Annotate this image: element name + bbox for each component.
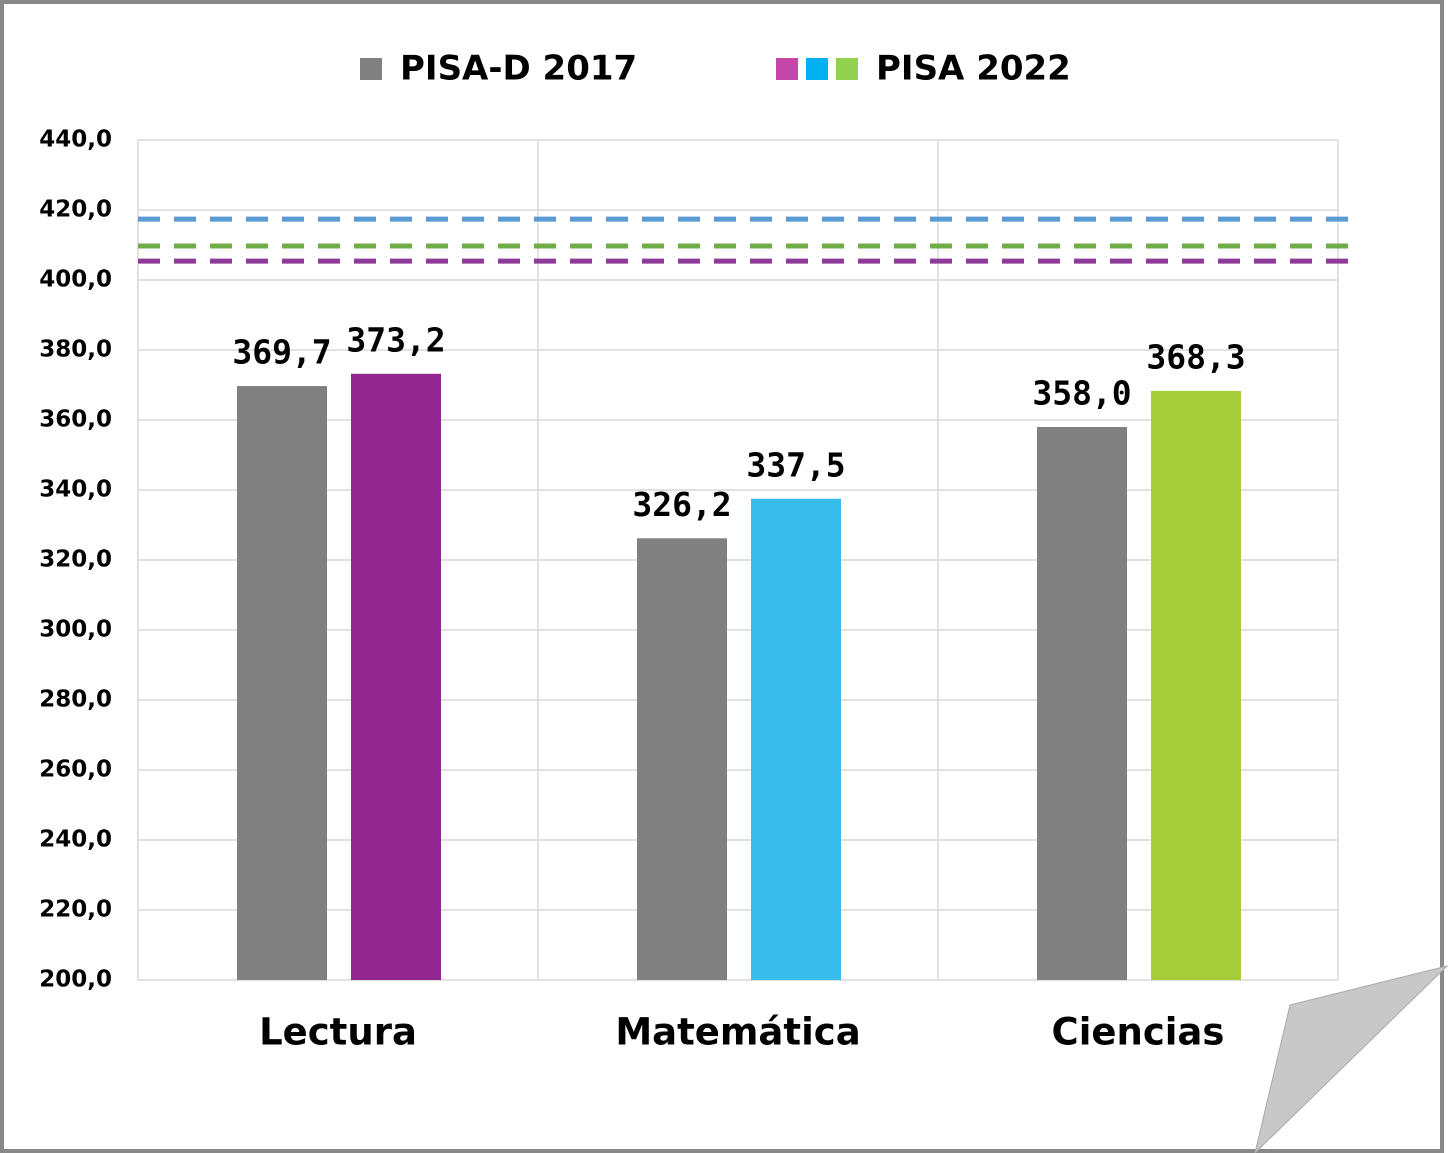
y-tick-label: 440,0: [39, 127, 112, 153]
value-label: 326,2: [632, 485, 731, 524]
bar: [751, 498, 841, 980]
legend-label: PISA-D 2017: [400, 49, 637, 89]
y-tick-label: 360,0: [39, 407, 112, 433]
legend-swatch: [836, 58, 858, 80]
bar: [1151, 390, 1241, 980]
y-tick-label: 320,0: [39, 547, 112, 573]
x-tick-label: Lectura: [259, 1011, 417, 1054]
y-tick-label: 280,0: [39, 687, 112, 713]
value-label: 368,3: [1146, 337, 1245, 376]
bar: [237, 386, 327, 980]
legend-label: PISA 2022: [876, 49, 1071, 89]
y-tick-label: 220,0: [39, 897, 112, 923]
bar: [351, 373, 441, 980]
value-label: 369,7: [232, 333, 331, 372]
y-tick-label: 260,0: [39, 757, 112, 783]
bar: [1037, 427, 1127, 980]
y-tick-label: 300,0: [39, 617, 112, 643]
y-tick-label: 400,0: [39, 267, 112, 293]
value-label: 373,2: [346, 320, 445, 359]
bar: [637, 538, 727, 980]
value-label: 358,0: [1032, 374, 1131, 413]
y-tick-label: 380,0: [39, 337, 112, 363]
x-tick-label: Ciencias: [1052, 1011, 1225, 1054]
y-tick-label: 340,0: [39, 477, 112, 503]
legend-swatch: [360, 58, 382, 80]
y-tick-label: 420,0: [39, 197, 112, 223]
y-tick-label: 200,0: [39, 967, 112, 993]
legend-swatch: [776, 58, 798, 80]
x-tick-label: Matemática: [615, 1011, 860, 1054]
legend-swatch: [806, 58, 828, 80]
y-tick-label: 240,0: [39, 827, 112, 853]
page-curl: [1254, 965, 1449, 1153]
value-label: 337,5: [746, 445, 845, 484]
